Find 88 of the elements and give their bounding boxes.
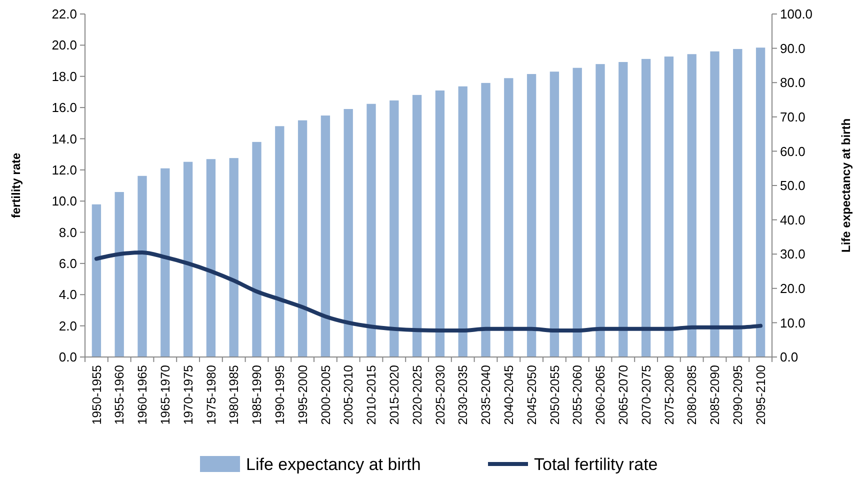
y2-tick-label: 70.0 <box>780 109 806 124</box>
bar <box>458 86 468 357</box>
bar <box>390 100 399 357</box>
line-series <box>94 250 763 332</box>
x-tick-label: 2065-2070 <box>616 364 631 425</box>
y-tick-label: 12.0 <box>52 162 77 178</box>
bar <box>435 90 445 357</box>
x-tick-label: 1970-1975 <box>181 364 196 425</box>
legend-label: Life expectancy at birth <box>246 454 421 474</box>
x-tick-label: 2000-2005 <box>318 364 333 425</box>
bar <box>481 82 490 357</box>
bar <box>572 68 582 357</box>
y-tick-label: 22.0 <box>52 6 77 22</box>
x-tick-label: 2050-2055 <box>548 364 562 425</box>
y-tick-label: 2.0 <box>58 318 77 334</box>
x-tick-label: 2095-2100 <box>754 364 768 425</box>
bar <box>183 162 193 357</box>
bar <box>526 74 536 357</box>
y-tick-label: 18.0 <box>52 68 77 84</box>
x-tick-label: 2055-2060 <box>570 364 585 425</box>
x-tick-label: 1950-1955 <box>90 364 104 425</box>
bar <box>710 51 720 357</box>
bar <box>641 58 651 357</box>
bar <box>366 104 376 357</box>
x-tick-label: 2015-2020 <box>388 364 402 425</box>
bar <box>160 168 170 357</box>
bar <box>229 158 238 357</box>
bar <box>298 120 308 357</box>
y-tick-label: 14.0 <box>52 131 77 146</box>
y2-tick-label: 100.0 <box>780 6 813 22</box>
x-tick-label: 2080-2085 <box>685 364 700 425</box>
x-tick-label: 2010-2015 <box>364 364 379 425</box>
x-tick-label: 2060-2065 <box>594 364 608 425</box>
x-tick-label: 2005-2010 <box>342 364 356 425</box>
x-tick-label: 2045-2050 <box>524 364 539 425</box>
y2-axis-title: Life expectancy at birth <box>839 118 853 253</box>
x-tick-label: 2040-2045 <box>502 364 516 425</box>
bar <box>114 192 124 357</box>
y-tick-label: 10.0 <box>52 194 77 209</box>
bar <box>344 109 353 357</box>
bar <box>252 142 262 357</box>
y-tick-label: 4.0 <box>58 287 77 302</box>
bar <box>320 116 330 357</box>
x-tick-label: 2090-2095 <box>731 364 746 425</box>
x-tick-label: 1960-1965 <box>136 364 150 425</box>
x-tick-label: 1990-1995 <box>273 364 288 425</box>
y-tick-label: 6.0 <box>58 256 77 272</box>
x-tick-label: 1965-1970 <box>158 364 173 425</box>
y2-tick-label: 50.0 <box>780 178 806 194</box>
y2-tick-label: 90.0 <box>780 40 806 56</box>
bar <box>687 54 696 357</box>
bar <box>138 176 147 357</box>
bar <box>733 48 742 357</box>
y2-tick-label: 0.0 <box>780 350 798 365</box>
y2-tick-label: 80.0 <box>780 75 806 90</box>
bar <box>596 64 605 357</box>
x-tick-label: 2085-2090 <box>708 364 722 425</box>
x-tick-label: 1980-1985 <box>227 364 242 425</box>
x-tick-label: 2030-2035 <box>456 364 470 425</box>
x-tick-label: 2035-2040 <box>479 364 494 425</box>
x-tick-label: 2025-2030 <box>433 364 448 425</box>
x-tick-label: 1955-1960 <box>112 364 127 425</box>
y2-tick-label: 40.0 <box>780 212 806 228</box>
y-tick-label: 16.0 <box>52 100 77 116</box>
bar <box>550 72 560 357</box>
x-tick-label: 2075-2080 <box>662 364 676 425</box>
x-tick-label: 1995-2000 <box>296 364 310 425</box>
y2-tick-label: 30.0 <box>780 246 806 262</box>
x-tick-label: 2020-2025 <box>410 364 424 425</box>
bar <box>664 56 674 357</box>
x-tick-label: 2070-2075 <box>639 364 654 425</box>
x-tick-label: 1985-1990 <box>250 364 264 425</box>
y2-tick-label: 20.0 <box>780 280 806 296</box>
y2-tick-label: 10.0 <box>780 315 806 330</box>
x-tick-label: 1975-1980 <box>204 364 218 425</box>
bar <box>504 78 514 357</box>
y-tick-label: 8.0 <box>58 224 77 240</box>
y-tick-label: 20.0 <box>52 38 77 53</box>
bar <box>618 62 628 357</box>
legend-label: Total fertility rate <box>534 454 658 474</box>
bar <box>206 159 216 357</box>
y-tick-label: 0.0 <box>58 350 77 365</box>
bar <box>756 48 766 357</box>
y2-tick-label: 60.0 <box>780 144 806 159</box>
y-axis-title: fertility rate <box>9 152 23 218</box>
bar <box>92 204 102 357</box>
bar <box>275 126 284 357</box>
bar <box>412 94 422 357</box>
